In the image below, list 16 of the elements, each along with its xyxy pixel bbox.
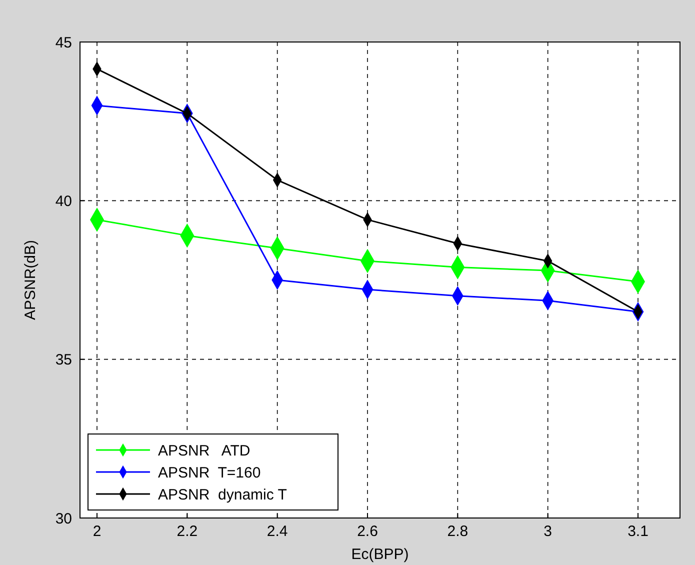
y-tick-label: 35 (55, 352, 72, 369)
x-tick-label: 3.1 (628, 523, 648, 540)
y-tick-label: 45 (55, 34, 72, 52)
y-tick-label: 30 (55, 510, 72, 528)
x-tick-label: 2.6 (357, 523, 378, 540)
y-axis-title: APSNR(dB) (22, 240, 39, 320)
x-tick-label: 3 (544, 523, 552, 540)
legend-label: APSNR T=160 (158, 464, 261, 482)
x-tick-label: 2.2 (176, 523, 198, 540)
x-tick-label: 2.4 (266, 523, 288, 540)
x-tick-label: 2 (92, 523, 102, 540)
legend-label: APSNR dynamic T (158, 486, 287, 504)
x-axis-title: Ec(BPP) (351, 546, 409, 563)
y-tick-label: 40 (55, 192, 72, 210)
x-tick-label: 2.8 (447, 523, 468, 540)
legend-label: APSNR ATD (158, 442, 250, 460)
